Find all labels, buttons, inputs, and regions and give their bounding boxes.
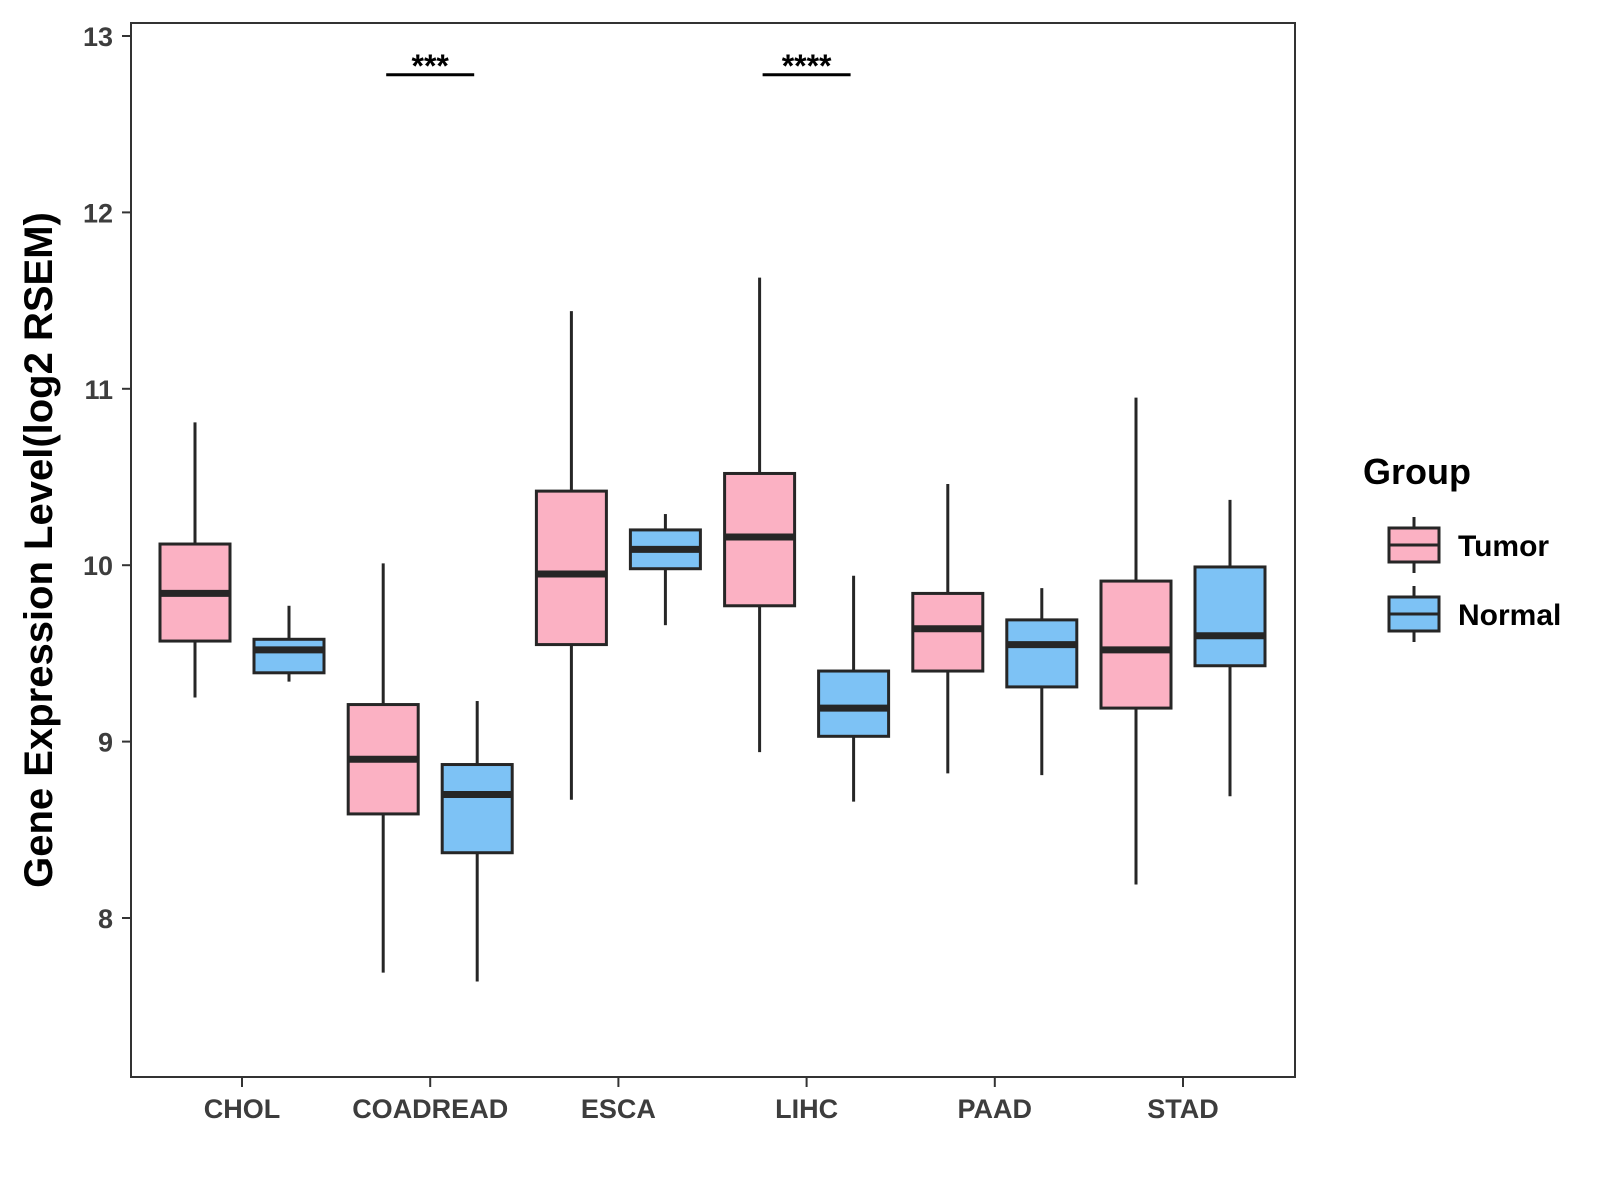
box-body [911, 591, 985, 673]
series-normal [252, 499, 1267, 982]
box-series-group [158, 277, 1267, 982]
y-tick-label: 8 [98, 904, 113, 934]
y-axis-title: Gene Expression Level(log2 RSEM) [17, 212, 61, 888]
box-body [252, 637, 326, 675]
y-axis: 8 9 10 11 12 13 [83, 22, 131, 934]
box-tumor-coadread [346, 563, 420, 973]
significance-annotations: *** **** [386, 48, 851, 84]
box-normal-paad [1005, 588, 1079, 776]
x-tick-label-paad: PAAD [958, 1094, 1033, 1124]
box-tumor-chol [158, 422, 232, 698]
box-body [817, 669, 891, 738]
x-tick-label-coadread: COADREAD [352, 1094, 508, 1124]
box-normal-esca [628, 514, 702, 626]
box-tumor-esca [534, 311, 608, 800]
legend-item-tumor: Tumor [1387, 517, 1549, 573]
box-body [1005, 618, 1079, 689]
x-tick-label-chol: CHOL [204, 1094, 281, 1124]
y-tick-label: 11 [84, 375, 113, 405]
y-tick-label: 10 [83, 551, 113, 581]
significance-label: **** [782, 48, 832, 84]
x-tick-label-lihc: LIHC [775, 1094, 838, 1124]
box-normal-coadread [440, 701, 514, 982]
legend: Group Tumor Normal [1363, 451, 1561, 642]
box-body [534, 489, 608, 647]
box-tumor-stad [1099, 397, 1173, 885]
x-tick-label-stad: STAD [1147, 1094, 1219, 1124]
box-tumor-paad [911, 484, 985, 774]
x-axis: CHOL COADREAD ESCA LIHC PAAD STAD [204, 1077, 1219, 1124]
y-tick-label: 13 [83, 22, 113, 52]
y-tick-label: 12 [83, 198, 113, 228]
plot-panel-border [130, 22, 1296, 1078]
legend-item-normal: Normal [1387, 586, 1561, 642]
box-normal-stad [1193, 499, 1267, 797]
y-tick-label: 9 [98, 728, 113, 758]
box-normal-lihc [817, 575, 891, 802]
box-body [440, 763, 514, 855]
series-tumor [158, 277, 1173, 973]
significance-coadread: *** [386, 48, 475, 84]
significance-lihc: **** [762, 48, 851, 84]
box-body [1193, 565, 1267, 668]
box-tumor-lihc [723, 277, 797, 753]
box-body [1099, 579, 1173, 710]
box-normal-chol [252, 605, 326, 682]
significance-label: *** [412, 48, 450, 84]
legend-label-normal: Normal [1458, 599, 1561, 632]
legend-title: Group [1363, 451, 1471, 492]
x-tick-label-esca: ESCA [581, 1094, 656, 1124]
legend-label-tumor: Tumor [1458, 530, 1549, 563]
